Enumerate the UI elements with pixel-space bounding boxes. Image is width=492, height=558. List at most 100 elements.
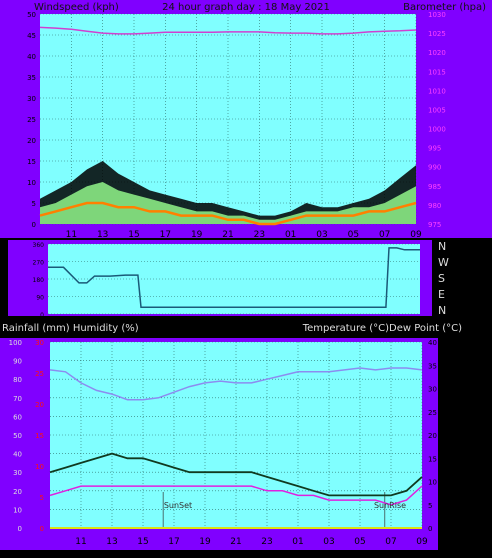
temp-plot-group: 0102030405060708090100051015202530051015… (9, 339, 437, 547)
wind-tick-label: 25 (27, 116, 36, 124)
wind-tick-label: 5 (32, 200, 36, 208)
humidity-tick-label: 20 (13, 488, 22, 496)
wind-tick-label: 15 (27, 158, 36, 166)
wind-tick-label: 50 (27, 11, 36, 19)
direction-tick-label: 0 (40, 312, 44, 319)
x-tick-label: 07 (385, 537, 396, 547)
direction-tick-label: 90 (36, 295, 44, 302)
barometer-tick-label: 1015 (428, 68, 446, 76)
x-tick-label: 15 (137, 537, 148, 547)
rainfall-tick-label: 20 (35, 401, 44, 409)
sunset-label: SunSet (164, 501, 192, 510)
direction-tick-label: 360 (33, 242, 45, 249)
rainfall-tick-label: 30 (35, 339, 44, 347)
x-tick-label: 23 (254, 230, 265, 240)
rainfall-tick-label: 5 (40, 494, 44, 502)
barometer-tick-label: 995 (428, 145, 441, 153)
wind-tick-label: 20 (27, 137, 36, 145)
x-tick-label: 07 (379, 230, 390, 240)
barometer-tick-label: 1005 (428, 106, 446, 114)
x-tick-label: 01 (292, 537, 303, 547)
dew-point-line (49, 485, 423, 506)
rainfall-tick-label: 15 (35, 432, 44, 440)
temperature-tick-label: 40 (428, 339, 437, 347)
direction-tick-label: 180 (33, 277, 45, 284)
temperature-tick-label: 20 (428, 432, 437, 440)
temperature-dewpoint-axis-label: Temperature (°C)Dew Point (°C) (302, 323, 462, 334)
x-tick-label: 03 (316, 230, 327, 240)
x-tick-label: 11 (75, 537, 86, 547)
wind-direction-line (48, 247, 420, 308)
barometer-tick-label: 975 (428, 221, 441, 229)
lower-header-bg (0, 318, 492, 338)
x-tick-label: 05 (348, 230, 359, 240)
x-tick-label: 19 (199, 537, 211, 547)
x-tick-label: 03 (323, 537, 334, 547)
wind-tick-label: 0 (32, 221, 36, 229)
humidity-tick-label: 30 (13, 469, 22, 477)
direction-plot-group: 0 90 180 270 360 (33, 242, 420, 319)
compass-label-n-bottom: N (438, 304, 446, 317)
barometer-tick-label: 1010 (428, 87, 446, 95)
humidity-tick-label: 90 (13, 358, 22, 366)
compass-label-e: E (438, 288, 445, 301)
rainfall-tick-label: 0 (40, 525, 44, 533)
rainfall-tick-label: 10 (35, 463, 44, 471)
wind-tick-label: 35 (27, 74, 36, 82)
x-tick-label: 17 (160, 230, 171, 240)
wind-average-area (40, 182, 416, 224)
direction-tick-label: 270 (33, 260, 45, 267)
x-tick-label: 13 (106, 537, 117, 547)
temperature-tick-label: 0 (428, 525, 432, 533)
barometer-tick-label: 990 (428, 164, 441, 172)
temperature-tick-label: 30 (428, 386, 437, 394)
barometer-axis-label: Barometer (hpa) (403, 2, 486, 13)
x-tick-label: 15 (128, 230, 139, 240)
humidity-tick-label: 100 (9, 339, 22, 347)
temperature-tick-label: 35 (428, 362, 437, 370)
humidity-tick-label: 80 (13, 376, 22, 384)
windspeed-axis-label: Windspeed (kph) (34, 2, 119, 13)
sunrise-label: SunRise (374, 501, 406, 510)
barometer-tick-label: 1030 (428, 11, 446, 19)
humidity-tick-label: 60 (13, 413, 22, 421)
wind-tick-label: 10 (27, 179, 36, 187)
x-tick-label: 21 (230, 537, 241, 547)
humidity-tick-label: 10 (13, 506, 22, 514)
x-tick-label: 19 (191, 230, 203, 240)
humidity-tick-label: 70 (13, 395, 22, 403)
barometer-tick-label: 985 (428, 183, 441, 191)
temperature-tick-label: 10 (428, 479, 437, 487)
x-tick-label: 13 (97, 230, 108, 240)
x-tick-label: 09 (416, 537, 428, 547)
compass-label-w: W (438, 256, 449, 269)
temperature-tick-label: 15 (428, 455, 437, 463)
temperature-line (49, 452, 423, 497)
humidity-tick-label: 40 (13, 451, 22, 459)
x-tick-label: 11 (66, 230, 77, 240)
compass-label-n-top: N (438, 240, 446, 253)
rainfall-humidity-axis-label: Rainfall (mm) Humidity (%) (2, 323, 139, 334)
wind-speed-line (39, 201, 417, 226)
rainfall-tick-label: 25 (35, 370, 44, 378)
barometer-tick-label: 1000 (428, 126, 446, 134)
x-tick-label: 23 (261, 537, 272, 547)
wind-tick-label: 45 (27, 32, 36, 40)
temperature-tick-label: 5 (428, 502, 432, 510)
humidity-line (49, 367, 423, 401)
x-tick-label: 21 (222, 230, 233, 240)
x-tick-label: 17 (168, 537, 179, 547)
humidity-tick-label: 50 (13, 432, 22, 440)
barometer-line (39, 26, 417, 35)
graph-title: 24 hour graph day : 18 May 2021 (162, 2, 330, 13)
barometer-tick-label: 1020 (428, 49, 446, 57)
wind-tick-label: 40 (27, 53, 36, 61)
temperature-tick-label: 25 (428, 409, 437, 417)
barometer-tick-label: 980 (428, 202, 441, 210)
compass-label-s: S (438, 272, 445, 285)
wind-tick-label: 30 (27, 95, 36, 103)
x-tick-label: 05 (354, 537, 365, 547)
wind-plot-group: 0510152025303540455097598098599099510001… (27, 11, 446, 240)
